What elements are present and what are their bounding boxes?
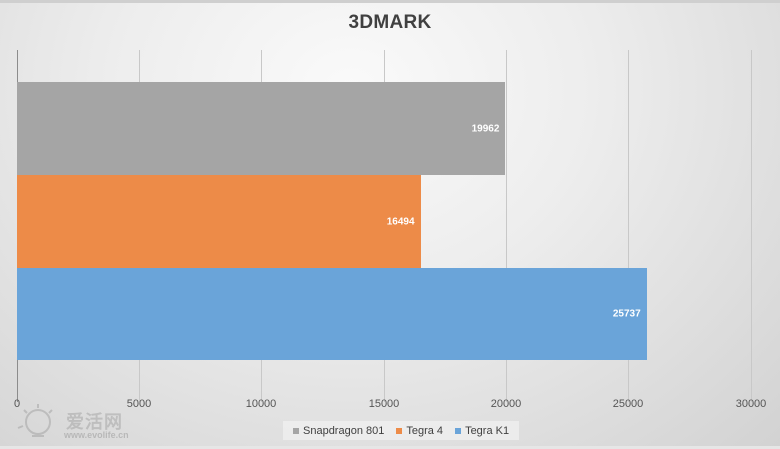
bar-value-label: 25737 [612,308,641,320]
gridline-30000 [751,50,752,402]
legend-label: Snapdragon 801 [303,424,385,437]
x-tick-label: 20000 [490,398,522,410]
legend-label: Tegra K1 [465,424,510,437]
x-tick-label: 10000 [245,398,277,410]
top-border [0,0,780,3]
x-tick-label: 30000 [735,398,767,410]
x-tick-label: 0 [13,398,21,410]
lightbulb-logo-icon [17,404,53,437]
gridline-20000 [506,50,507,402]
watermark-brand: 爱活网 [66,412,123,432]
watermark-url: www.evolife.cn [64,430,129,440]
x-tick-label: 15000 [368,398,400,410]
x-tick-label: 5000 [126,398,152,410]
bar-tegra-4: 16494 [17,175,421,268]
bottom-strip [0,446,780,449]
legend-swatch [455,427,462,434]
bar-tegra-k1: 25737 [17,268,647,360]
legend-swatch [396,427,403,434]
gridline-25000 [628,50,629,402]
legend-label: Tegra 4 [406,424,444,437]
bar-snapdragon-801: 19962 [17,82,506,175]
bar-value-label: 16494 [386,216,415,227]
legend-item-tegra-k1: Tegra K1 [455,425,509,437]
x-tick-label: 25000 [612,398,644,410]
chart-legend: Snapdragon 801 Tegra 4 Tegra K1 [283,421,520,440]
chart-title: 3DMARK [348,12,432,33]
bar-value-label: 19962 [471,123,500,134]
legend-swatch [293,427,299,434]
legend-item-tegra-4: Tegra 4 [396,425,443,437]
watermark: 爱活网 www.evolife.cn [14,402,129,446]
legend-item-snapdragon-801: Snapdragon 801 [293,425,384,437]
